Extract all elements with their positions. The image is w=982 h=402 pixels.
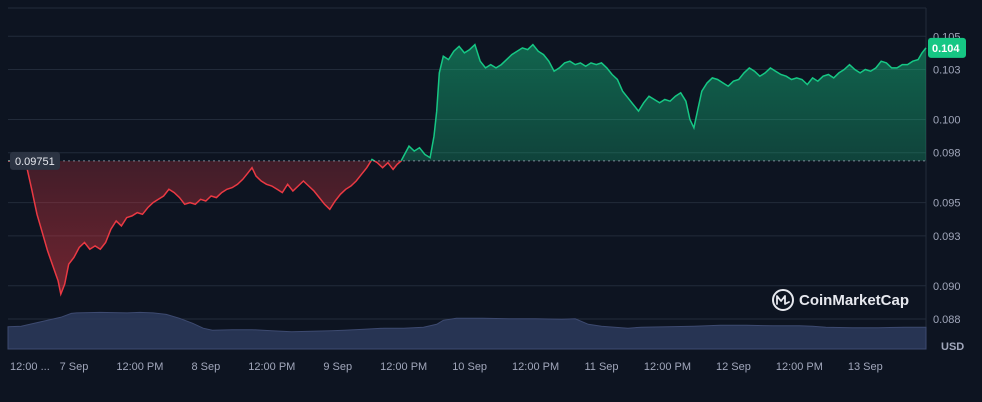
volume-area: [7, 311, 927, 350]
brand-icon-ring: [772, 289, 794, 311]
x-tick-label-2: 12:00 PM: [116, 361, 163, 373]
x-tick-label-6: 12:00 PM: [380, 361, 427, 373]
price-line-down: [8, 160, 403, 297]
brand-name: CoinMarketCap: [799, 292, 909, 309]
y-tick-label-1: 0.103: [933, 65, 961, 77]
coinmarketcap-logo: CoinMarketCap: [772, 289, 909, 311]
x-axis: 12:00 ... 7 Sep 12:00 PM 8 Sep 12:00 PM 9 Sep…: [10, 361, 883, 373]
x-tick-label-5: 9 Sep: [323, 361, 352, 373]
price-line-up: [8, 43, 927, 161]
y-tick-label-5: 0.093: [933, 231, 961, 243]
x-tick-label-13: 13 Sep: [848, 361, 883, 373]
y-tick-label-4: 0.095: [933, 198, 961, 210]
currency-label: USD: [941, 341, 964, 353]
x-tick-label-3: 8 Sep: [191, 361, 220, 373]
x-tick-label-4: 12:00 PM: [248, 361, 295, 373]
current-price-label: 0.104: [932, 43, 960, 55]
brand-icon-wave: [776, 295, 790, 305]
current-price-badge: 0.104: [928, 37, 966, 58]
y-tick-label-3: 0.098: [933, 148, 961, 160]
x-tick-label-0: 12:00 ...: [10, 361, 50, 373]
baseline-price-label: 0.09751: [15, 156, 55, 168]
x-tick-label-7: 10 Sep: [452, 361, 487, 373]
x-tick-label-11: 12 Sep: [716, 361, 751, 373]
price-area-up: [371, 44, 926, 161]
y-tick-label-6: 0.090: [933, 281, 961, 293]
y-tick-label-7: 0.088: [933, 314, 961, 326]
x-tick-label-12: 12:00 PM: [776, 361, 823, 373]
coinmarketcap-icon: [772, 289, 794, 311]
x-tick-label-10: 12:00 PM: [644, 361, 691, 373]
x-tick-label-8: 12:00 PM: [512, 361, 559, 373]
y-tick-label-2: 0.100: [933, 114, 961, 126]
x-tick-label-1: 7 Sep: [60, 361, 89, 373]
baseline-price-badge: 0.09751: [10, 151, 60, 170]
price-area-down: [8, 160, 926, 295]
x-tick-label-9: 11 Sep: [585, 361, 619, 373]
